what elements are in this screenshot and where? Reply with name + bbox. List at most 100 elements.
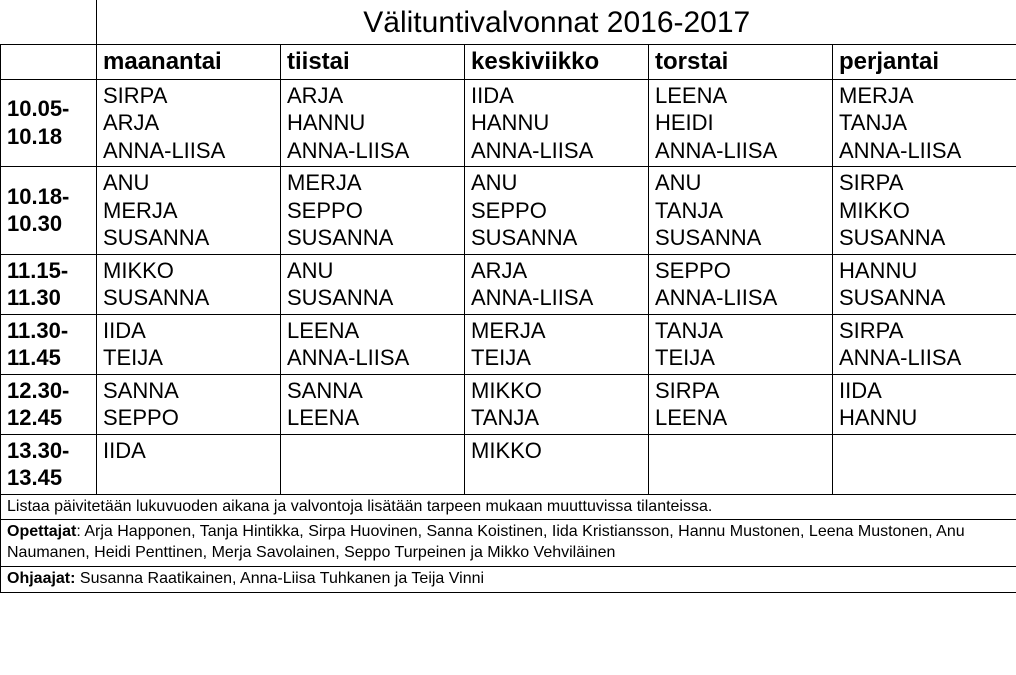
schedule-table: Välituntivalvonnat 2016-2017 maanantai t… bbox=[0, 0, 1016, 593]
time-cell: 11.15-11.30 bbox=[1, 254, 97, 314]
name-entry: TEIJA bbox=[103, 344, 274, 372]
name-entry: HANNU bbox=[839, 257, 1010, 285]
name-entry: TANJA bbox=[839, 109, 1010, 137]
header-day-0: maanantai bbox=[97, 44, 281, 79]
footer-guides: Ohjaajat: Susanna Raatikainen, Anna-Liis… bbox=[1, 566, 1016, 592]
name-entry: LEENA bbox=[287, 404, 458, 432]
time-cell: 10.05-10.18 bbox=[1, 79, 97, 167]
names-cell: LEENAANNA-LIISA bbox=[281, 314, 465, 374]
time-start: 10.05- bbox=[7, 95, 90, 123]
time-start: 10.18- bbox=[7, 183, 90, 211]
names-cell: SANNASEPPO bbox=[97, 374, 281, 434]
footer-teachers: Opettajat: Arja Happonen, Tanja Hintikka… bbox=[1, 520, 1016, 567]
name-entry: ANNA-LIISA bbox=[287, 344, 458, 372]
name-entry: HEIDI bbox=[655, 109, 826, 137]
name-entry: LEENA bbox=[287, 317, 458, 345]
name-entry: SUSANNA bbox=[287, 224, 458, 252]
time-cell: 13.30-13.45 bbox=[1, 434, 97, 494]
names-cell: SIRPAARJAANNA-LIISA bbox=[97, 79, 281, 167]
names-cell bbox=[281, 434, 465, 494]
time-end: 10.18 bbox=[7, 123, 90, 151]
time-end: 11.45 bbox=[7, 344, 90, 372]
name-entry: SIRPA bbox=[103, 82, 274, 110]
name-entry: MERJA bbox=[839, 82, 1010, 110]
time-start: 11.30- bbox=[7, 317, 90, 345]
names-cell: MIKKO bbox=[465, 434, 649, 494]
name-entry: TANJA bbox=[655, 317, 826, 345]
names-cell: MERJATEIJA bbox=[465, 314, 649, 374]
name-entry: SANNA bbox=[103, 377, 274, 405]
name-entry: SIRPA bbox=[655, 377, 826, 405]
name-entry: MIKKO bbox=[471, 377, 642, 405]
name-entry: MIKKO bbox=[103, 257, 274, 285]
names-cell: IIDATEIJA bbox=[97, 314, 281, 374]
names-cell: IIDAHANNU bbox=[833, 374, 1016, 434]
name-entry: SUSANNA bbox=[839, 224, 1010, 252]
names-cell: ANUTANJASUSANNA bbox=[649, 167, 833, 255]
name-entry: IIDA bbox=[839, 377, 1010, 405]
name-entry: MERJA bbox=[103, 197, 274, 225]
names-cell: SEPPOANNA-LIISA bbox=[649, 254, 833, 314]
name-entry: MERJA bbox=[287, 169, 458, 197]
time-cell: 11.30-11.45 bbox=[1, 314, 97, 374]
name-entry: ANNA-LIISA bbox=[103, 137, 274, 165]
name-entry: IIDA bbox=[103, 317, 274, 345]
blank-top-left bbox=[1, 0, 97, 44]
name-entry: ANNA-LIISA bbox=[287, 137, 458, 165]
header-day-3: torstai bbox=[649, 44, 833, 79]
name-entry: SUSANNA bbox=[103, 224, 274, 252]
table-row: 10.05-10.18SIRPAARJAANNA-LIISAARJAHANNUA… bbox=[1, 79, 1016, 167]
name-entry: TEIJA bbox=[655, 344, 826, 372]
names-cell: MERJASEPPOSUSANNA bbox=[281, 167, 465, 255]
name-entry: ANNA-LIISA bbox=[839, 137, 1010, 165]
name-entry: MERJA bbox=[471, 317, 642, 345]
table-row: 10.18-10.30ANUMERJASUSANNAMERJASEPPOSUSA… bbox=[1, 167, 1016, 255]
header-day-2: keskiviikko bbox=[465, 44, 649, 79]
footer-teachers-row: Opettajat: Arja Happonen, Tanja Hintikka… bbox=[1, 520, 1016, 567]
names-cell: SIRPAMIKKOSUSANNA bbox=[833, 167, 1016, 255]
name-entry: ANNA-LIISA bbox=[471, 137, 642, 165]
names-cell: LEENAHEIDIANNA-LIISA bbox=[649, 79, 833, 167]
table-row: 12.30-12.45SANNASEPPOSANNALEENAMIKKOTANJ… bbox=[1, 374, 1016, 434]
name-entry: ANNA-LIISA bbox=[655, 137, 826, 165]
name-entry: ARJA bbox=[103, 109, 274, 137]
names-cell: SANNALEENA bbox=[281, 374, 465, 434]
table-row: 11.15-11.30MIKKOSUSANNAANUSUSANNAARJAANN… bbox=[1, 254, 1016, 314]
time-start: 13.30- bbox=[7, 437, 90, 465]
name-entry: SEPPO bbox=[103, 404, 274, 432]
name-entry: ANNA-LIISA bbox=[655, 284, 826, 312]
footer-note: Listaa päivitetään lukuvuoden aikana ja … bbox=[1, 494, 1016, 520]
teachers-label: Opettajat bbox=[7, 523, 76, 540]
name-entry: ANU bbox=[655, 169, 826, 197]
name-entry: TANJA bbox=[471, 404, 642, 432]
names-cell: ARJAHANNUANNA-LIISA bbox=[281, 79, 465, 167]
footer-note-row: Listaa päivitetään lukuvuoden aikana ja … bbox=[1, 494, 1016, 520]
teachers-list: : Arja Happonen, Tanja Hintikka, Sirpa H… bbox=[7, 523, 965, 561]
name-entry: HANNU bbox=[839, 404, 1010, 432]
names-cell: SIRPAANNA-LIISA bbox=[833, 314, 1016, 374]
time-end: 13.45 bbox=[7, 464, 90, 492]
table-row: 11.30-11.45IIDATEIJALEENAANNA-LIISAMERJA… bbox=[1, 314, 1016, 374]
header-row: maanantai tiistai keskiviikko torstai pe… bbox=[1, 44, 1016, 79]
names-cell: ANUMERJASUSANNA bbox=[97, 167, 281, 255]
name-entry: SIRPA bbox=[839, 169, 1010, 197]
name-entry: SEPPO bbox=[655, 257, 826, 285]
name-entry: ANU bbox=[471, 169, 642, 197]
time-start: 12.30- bbox=[7, 377, 90, 405]
name-entry: SUSANNA bbox=[655, 224, 826, 252]
name-entry: SUSANNA bbox=[103, 284, 274, 312]
name-entry: ANU bbox=[287, 257, 458, 285]
name-entry: LEENA bbox=[655, 82, 826, 110]
time-cell: 12.30-12.45 bbox=[1, 374, 97, 434]
name-entry: LEENA bbox=[655, 404, 826, 432]
name-entry: ANNA-LIISA bbox=[839, 344, 1010, 372]
name-entry: TEIJA bbox=[471, 344, 642, 372]
name-entry: ANU bbox=[103, 169, 274, 197]
name-entry: MIKKO bbox=[839, 197, 1010, 225]
title-row: Välituntivalvonnat 2016-2017 bbox=[1, 0, 1016, 44]
name-entry: TANJA bbox=[655, 197, 826, 225]
names-cell: ANUSEPPOSUSANNA bbox=[465, 167, 649, 255]
time-start: 11.15- bbox=[7, 257, 90, 285]
names-cell: TANJATEIJA bbox=[649, 314, 833, 374]
name-entry: SEPPO bbox=[287, 197, 458, 225]
